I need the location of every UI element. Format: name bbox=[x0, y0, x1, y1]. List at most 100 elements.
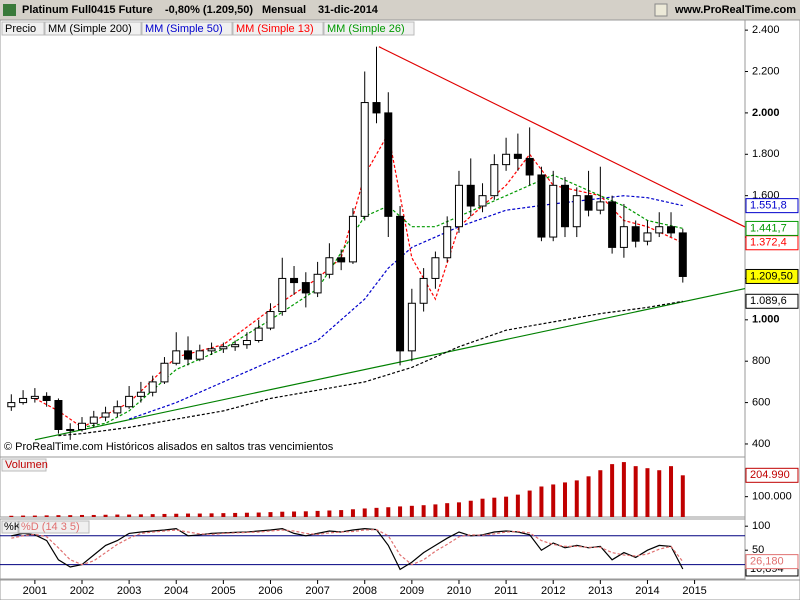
moving-average bbox=[34, 131, 684, 429]
candle-body bbox=[125, 395, 134, 408]
candle-body bbox=[290, 277, 299, 284]
site: www.ProRealTime.com bbox=[674, 4, 796, 16]
volume-bar bbox=[421, 505, 426, 517]
candle-body bbox=[195, 350, 204, 360]
volume-bar bbox=[292, 511, 297, 517]
volume-bar bbox=[409, 505, 414, 517]
value-tag: 1.209,50 bbox=[750, 270, 793, 282]
candle-body bbox=[608, 201, 617, 248]
volume-bar bbox=[209, 513, 214, 517]
volume-bar bbox=[669, 466, 674, 517]
volume-bar bbox=[504, 496, 509, 517]
x-tick-label: 2011 bbox=[494, 585, 518, 597]
candle-body bbox=[466, 184, 475, 207]
volume-bar bbox=[68, 515, 73, 517]
candle-body bbox=[360, 102, 369, 217]
volume-bar bbox=[127, 514, 132, 517]
volume-bar bbox=[562, 482, 567, 517]
candle-body bbox=[136, 391, 145, 397]
volume-panel bbox=[0, 456, 746, 518]
candle-body bbox=[337, 257, 346, 263]
y-tick-label: 600 bbox=[752, 396, 770, 408]
candle-body bbox=[42, 395, 51, 402]
candle-body bbox=[525, 157, 534, 176]
value-tag-box bbox=[745, 198, 799, 214]
change: -0,80% (1.209,50) bbox=[165, 4, 253, 16]
y-tick-label: 100 bbox=[752, 520, 770, 532]
date: 31-dic-2014 bbox=[318, 4, 379, 16]
volume-bar bbox=[657, 470, 662, 517]
candle-body bbox=[325, 257, 334, 275]
volume-bar bbox=[480, 498, 485, 517]
x-tick-label: 2010 bbox=[447, 585, 471, 597]
legend-label: MM (Simple 50) bbox=[145, 23, 223, 35]
candle-body bbox=[631, 226, 640, 242]
legend-label: MM (Simple 200) bbox=[48, 23, 132, 35]
volume-bar bbox=[150, 514, 155, 517]
value-tag-box bbox=[745, 268, 799, 284]
x-tick-label: 2004 bbox=[164, 585, 188, 597]
volume-bar bbox=[339, 510, 344, 517]
x-tick-label: 2006 bbox=[258, 585, 282, 597]
x-tick-label: 2008 bbox=[352, 585, 376, 597]
x-tick-label: 2007 bbox=[305, 585, 329, 597]
volume-bar bbox=[468, 500, 473, 517]
candle-body bbox=[584, 195, 593, 211]
value-tag: 1.441,7 bbox=[750, 222, 787, 234]
value-tag-box bbox=[745, 554, 799, 570]
legend-box bbox=[18, 520, 90, 534]
candle-body bbox=[278, 277, 287, 313]
x-tick-label: 2012 bbox=[541, 585, 565, 597]
window-button[interactable] bbox=[654, 3, 668, 17]
candle-body bbox=[54, 400, 63, 430]
y-tick-label: 100.000 bbox=[752, 491, 792, 503]
value-tag: 1.372,4 bbox=[750, 237, 787, 249]
candle-body bbox=[266, 311, 275, 329]
footnote: © ProRealTime.com Históricos alisados en… bbox=[4, 441, 334, 453]
candle-body bbox=[549, 184, 558, 238]
y-tick-label: 1.800 bbox=[752, 148, 780, 160]
candle-body bbox=[454, 184, 463, 228]
volume-bar bbox=[174, 513, 179, 517]
candle-body bbox=[502, 153, 511, 166]
legend-label: MM (Simple 13) bbox=[236, 23, 314, 35]
volume-bar bbox=[138, 514, 143, 517]
volume-bar bbox=[680, 475, 685, 517]
volume-bar bbox=[268, 512, 273, 517]
volume-bar bbox=[32, 515, 37, 517]
candle-body bbox=[596, 201, 605, 211]
volume-bar bbox=[445, 503, 450, 517]
value-tag: 1.551,8 bbox=[750, 200, 787, 212]
candle-body bbox=[678, 232, 687, 277]
volume-bar bbox=[386, 507, 391, 517]
candle-body bbox=[113, 406, 122, 414]
volume-bar bbox=[492, 497, 497, 517]
oscillator-line bbox=[11, 528, 684, 566]
y-tick-label: 1.000 bbox=[752, 314, 780, 326]
volume-bar bbox=[103, 514, 108, 517]
title-bar bbox=[0, 0, 800, 20]
volume-bar bbox=[303, 511, 308, 517]
candle-body bbox=[384, 112, 393, 217]
volume-bar bbox=[598, 470, 603, 517]
trendline bbox=[34, 288, 746, 441]
volume-bar bbox=[374, 507, 379, 517]
candle-body bbox=[313, 273, 322, 294]
x-tick-label: 2015 bbox=[682, 585, 706, 597]
legend-box bbox=[1, 520, 19, 534]
volume-bar bbox=[44, 515, 49, 517]
volume-bar bbox=[244, 512, 249, 517]
volume-bar bbox=[186, 513, 191, 517]
volume-bar bbox=[362, 508, 367, 517]
candle-body bbox=[184, 350, 193, 360]
panel-title: Volumen bbox=[5, 459, 48, 471]
volume-bar bbox=[91, 514, 96, 517]
period: Mensual bbox=[262, 4, 306, 16]
candle-body bbox=[207, 348, 216, 352]
value-tag-box bbox=[745, 293, 799, 309]
volume-bar bbox=[115, 514, 120, 517]
candle-body bbox=[407, 302, 416, 352]
moving-average bbox=[58, 300, 683, 437]
candle-body bbox=[242, 340, 251, 346]
